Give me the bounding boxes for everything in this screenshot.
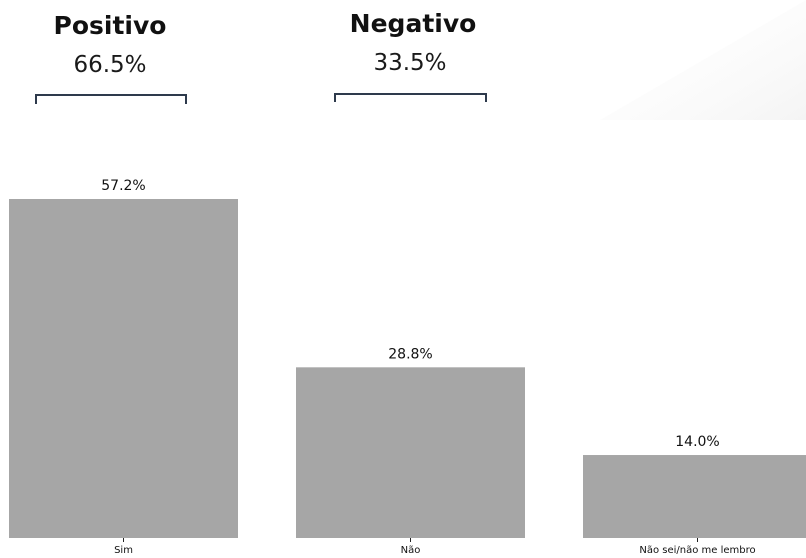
summary-value-positivo: 66.5% (73, 52, 146, 78)
x-tick-label-3: Não sei/não me lembro (639, 545, 755, 556)
summary-label-positivo: Positivo (54, 11, 167, 40)
summary-positivo: Positivo 66.5% (35, 11, 187, 104)
bar-value-label-3: 14.0% (675, 434, 719, 450)
bracket-positivo (35, 94, 187, 104)
x-tick-label-2: Não (401, 545, 421, 556)
summary-value-negativo: 33.5% (373, 50, 446, 76)
bar-1 (9, 199, 238, 538)
bars: 57.2% Sim 28.8% Não 14.0% Não sei/não me lemb… (9, 178, 806, 556)
bar-value-label-1: 57.2% (101, 178, 145, 194)
bar-3 (583, 455, 806, 538)
bracket-negativo (334, 93, 487, 102)
bar-value-label-2: 28.8% (388, 346, 432, 362)
bar-2 (296, 367, 525, 538)
summary-negativo: Negativo 33.5% (334, 9, 487, 102)
x-tick-label-1: Sim (114, 545, 133, 556)
background-shade (600, 0, 806, 120)
summary-label-negativo: Negativo (350, 9, 477, 38)
